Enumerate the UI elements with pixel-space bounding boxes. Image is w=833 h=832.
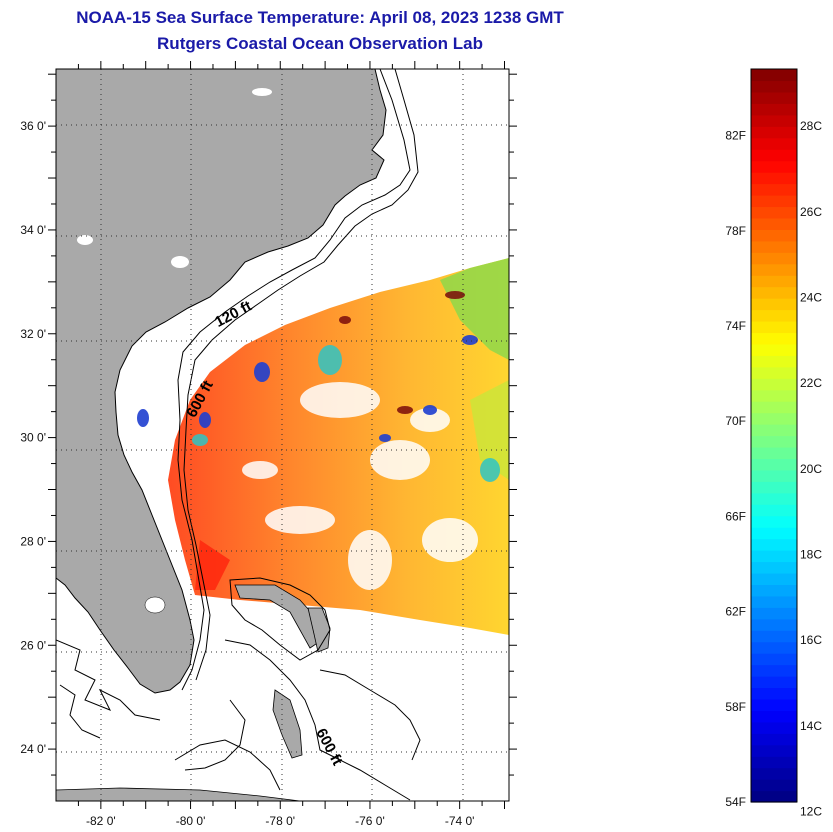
map-subtitle: Rutgers Coastal Ocean Observation Lab xyxy=(157,34,483,53)
land-bahamas xyxy=(56,584,331,801)
longitude-label: -78 0' xyxy=(265,814,295,828)
latitude-label: 28 0' xyxy=(20,534,46,548)
longitude-label: -80 0' xyxy=(176,814,206,828)
bathymetry-contours xyxy=(56,69,421,801)
map-ticks xyxy=(48,61,517,809)
lake-okeechobee xyxy=(144,596,166,614)
latitude-label: 36 0' xyxy=(20,119,46,133)
map-title: NOAA-15 Sea Surface Temperature: April 0… xyxy=(76,8,564,27)
latitude-label: 30 0' xyxy=(20,431,46,445)
latitude-labels: 24 0' 26 0' 28 0' 30 0' 32 0' 34 0' 36 0' xyxy=(20,119,46,756)
map-frame xyxy=(55,68,510,802)
longitude-label: -82 0' xyxy=(86,814,116,828)
longitude-label: -74 0' xyxy=(445,814,475,828)
latitude-label: 34 0' xyxy=(20,223,46,237)
inland-water xyxy=(77,88,272,268)
longitude-labels: -82 0' -80 0' -78 0' -76 0' -74 0' xyxy=(86,814,474,828)
latitude-label: 24 0' xyxy=(20,742,46,756)
longitude-label: -76 0' xyxy=(355,814,385,828)
graticule xyxy=(56,69,509,801)
sst-data-swath xyxy=(137,258,509,635)
land-us-coast xyxy=(56,69,387,694)
latitude-label: 26 0' xyxy=(20,638,46,652)
latitude-label: 32 0' xyxy=(20,327,46,341)
